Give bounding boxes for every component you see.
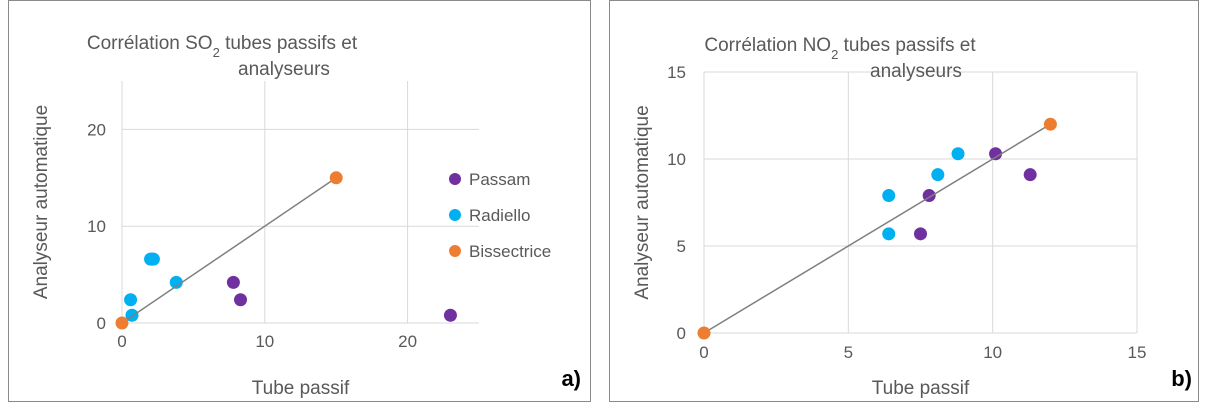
x-tick-label: 10 <box>983 343 1002 362</box>
legend-marker-radiello <box>449 209 461 221</box>
data-point-radiello <box>146 252 160 266</box>
panel-label: b) <box>1171 366 1192 391</box>
chart-title-suffix: tubes passifs et <box>220 33 358 54</box>
data-point-bissectrice <box>1043 117 1057 131</box>
legend-label-bissectrice: Bissectrice <box>469 242 551 261</box>
y-tick-label: 10 <box>87 217 106 236</box>
y-tick-label: 15 <box>667 63 686 82</box>
x-axis-title: Tube passif <box>872 378 970 399</box>
panel-label: a) <box>561 366 581 391</box>
x-tick-label: 10 <box>255 332 274 351</box>
bisector-line <box>121 177 337 324</box>
data-point-passam <box>989 147 1003 161</box>
data-point-radiello <box>169 275 183 289</box>
legend-marker-passam <box>449 173 461 185</box>
data-point-passam <box>226 275 240 289</box>
x-tick-label: 5 <box>844 343 853 362</box>
y-tick-label: 0 <box>97 314 106 333</box>
data-point-radiello <box>124 293 138 307</box>
data-point-passam <box>914 227 927 241</box>
data-point-bissectrice <box>329 171 343 185</box>
x-tick-label: 0 <box>699 343 708 362</box>
x-tick-label: 0 <box>117 332 126 351</box>
y-tick-label: 0 <box>677 324 686 343</box>
data-point-passam <box>443 308 457 322</box>
chart-title-suffix: tubes passifs et <box>838 35 976 56</box>
chart-b-svg: 0 5 10 15 0 5 10 15 Tube passif Analyseur automat… <box>632 35 1192 399</box>
legend-label-passam: Passam <box>469 170 530 189</box>
x-tick-label: 15 <box>1128 343 1147 362</box>
data-point-bissectrice <box>115 316 129 330</box>
chart-title-line2: analyseurs <box>238 59 330 80</box>
data-point-radiello <box>882 227 896 241</box>
chart-title-subscript: 2 <box>213 45 220 60</box>
y-tick-label: 20 <box>87 120 106 139</box>
data-point-passam <box>1023 168 1037 182</box>
chart-panel-a: 0 10 20 0 10 20 Tube passif Analyseur automatiq… <box>8 0 591 402</box>
data-point-radiello <box>882 189 896 203</box>
x-axis-title: Tube passif <box>252 378 350 399</box>
data-point-bissectrice <box>697 326 711 340</box>
data-point-radiello <box>951 147 965 161</box>
chart-title: Corrélation SO2 tubes passifs et <box>87 33 358 60</box>
chart-panel-b: 0 5 10 15 0 5 10 15 Tube passif Analyseur automat… <box>609 0 1199 402</box>
y-tick-label: 10 <box>667 150 686 169</box>
chart-title-prefix: Corrélation SO <box>87 33 213 54</box>
data-point-passam <box>234 293 248 307</box>
bisector-line <box>703 123 1051 334</box>
data-point-radiello <box>931 168 945 182</box>
chart-title-subscript: 2 <box>831 47 838 62</box>
chart-title-line2: analyseurs <box>870 61 962 82</box>
legend-marker-bissectrice <box>449 245 461 257</box>
x-tick-label: 20 <box>398 332 417 351</box>
chart-a-svg: 0 10 20 0 10 20 Tube passif Analyseur automatiq… <box>31 33 581 399</box>
y-axis-title: Analyseur automatique <box>632 105 653 299</box>
chart-title: Corrélation NO2 tubes passifs et <box>704 35 976 62</box>
y-tick-label: 5 <box>677 237 686 256</box>
y-axis-title: Analyseur automatique <box>31 105 52 299</box>
chart-title-prefix: Corrélation NO <box>704 35 831 56</box>
legend-label-radiello: Radiello <box>469 206 530 225</box>
